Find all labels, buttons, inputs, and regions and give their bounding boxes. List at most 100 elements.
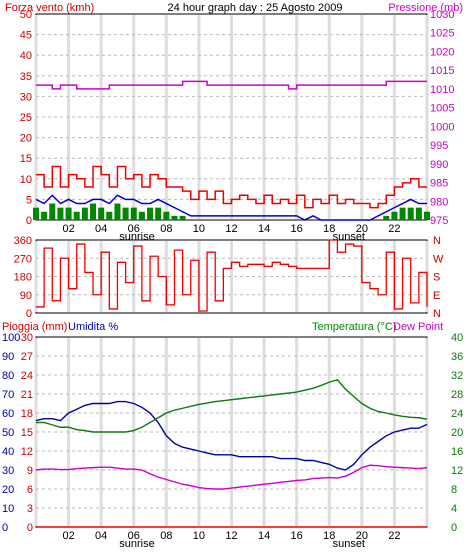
wind-green-bar-18 [179, 215, 186, 220]
chart-layer: 0510152025303540455097598098599099510001… [2, 9, 463, 550]
wind-panel-xtick-18: 18 [323, 223, 335, 235]
wind-green-bar-48 [424, 211, 430, 220]
wind-green-bar-44 [391, 211, 398, 220]
humidity-ytick-80: 80 [2, 370, 14, 382]
temperature-line [36, 378, 428, 433]
humidity-title: Umidita % [68, 321, 118, 333]
pressure-title: Pressione (mb) [388, 2, 463, 14]
humidity-ytick-50: 50 [2, 427, 14, 439]
wind-ytick-30: 30 [20, 91, 32, 103]
temp-ytick-16: 16 [451, 446, 463, 458]
wind-ytick-0: 0 [26, 215, 32, 227]
climate-panel-xtick-06: 06 [128, 530, 140, 542]
direction-ytick-90: 90 [20, 290, 32, 302]
humidity-line [35, 400, 428, 471]
rain-ytick-24: 24 [21, 370, 33, 382]
climate-panel-xtick-08: 08 [160, 530, 172, 542]
rain-ytick-15: 15 [21, 427, 33, 439]
direction-compass-4: N [433, 235, 441, 247]
humidity-ytick-30: 30 [2, 465, 14, 477]
wind-green-bar-13 [138, 211, 145, 220]
wind-green-bar-2 [49, 203, 56, 220]
rain-ytick-18: 18 [21, 408, 33, 420]
wind-panel-xtick-08: 08 [160, 223, 172, 235]
wind-ytick-35: 35 [20, 71, 32, 83]
wind-panel-xtick-14: 14 [258, 223, 270, 235]
temp-ytick-20: 20 [451, 427, 463, 439]
climate-panel-xtick-22: 22 [388, 530, 400, 542]
humidity-ytick-70: 70 [2, 389, 14, 401]
climate-panel-xtick-02: 02 [62, 530, 74, 542]
pressure-ytick-980: 980 [430, 196, 448, 208]
pressure-ytick-1015: 1015 [430, 65, 454, 77]
temp-ytick-36: 36 [451, 351, 463, 363]
direction-ytick-180: 180 [14, 272, 32, 284]
pressure-ytick-975: 975 [430, 215, 448, 227]
humidity-ytick-100: 100 [2, 332, 20, 344]
pressure-ytick-1020: 1020 [430, 46, 454, 58]
humidity-ytick-90: 90 [2, 351, 14, 363]
wind-ytick-15: 15 [20, 153, 32, 165]
wind-ytick-5: 5 [26, 194, 32, 206]
direction-ytick-270: 270 [14, 253, 32, 265]
wind-gust-line [36, 165, 427, 209]
wind-green-bar-6 [81, 207, 88, 220]
humidity-ytick-20: 20 [2, 484, 14, 496]
wind-green-bar-10 [114, 203, 121, 220]
wind-green-bar-43 [383, 215, 390, 220]
wind-green-bar-17 [171, 215, 178, 220]
rain-ytick-0: 0 [27, 522, 33, 534]
rain-ytick-27: 27 [21, 351, 33, 363]
wind-green-bar-47 [415, 207, 422, 220]
wind-panel-xtick-10: 10 [193, 223, 205, 235]
graph-title: 24 hour graph day : 25 Agosto 2009 [168, 2, 343, 14]
direction-compass-1: E [433, 290, 440, 302]
temp-ytick-28: 28 [451, 389, 463, 401]
wind-green-bar-5 [73, 211, 80, 220]
direction-compass-2: S [433, 272, 440, 284]
humidity-ytick-60: 60 [2, 408, 14, 420]
pressure-ytick-1030: 1030 [430, 9, 454, 21]
direction-ytick-0: 0 [26, 308, 32, 320]
rain-ytick-6: 6 [27, 484, 33, 496]
rain-title: Pioggia (mm) [2, 321, 67, 333]
temp-ytick-0: 0 [451, 522, 457, 534]
pressure-ytick-995: 995 [430, 140, 448, 152]
climate-panel-xtick-18: 18 [323, 530, 335, 542]
wind-panel-xtick-02: 02 [62, 223, 74, 235]
dewpoint-line [35, 464, 428, 490]
rain-ytick-21: 21 [21, 389, 33, 401]
climate-panel-xtick-04: 04 [95, 530, 107, 542]
wind-ytick-45: 45 [20, 30, 32, 42]
pressure-ytick-1005: 1005 [430, 103, 454, 115]
pressure-line [36, 80, 427, 90]
wind-green-bar-3 [57, 207, 64, 220]
pressure-ytick-1010: 1010 [430, 84, 454, 96]
dewpoint-title: Dew Point [393, 321, 443, 333]
climate-panel-xtick-20: 20 [356, 530, 368, 542]
wind-green-bar-14 [147, 207, 154, 220]
wind-panel-xtick-06: 06 [128, 223, 140, 235]
wind-speed-title: Forza vento (kmh) [5, 2, 94, 14]
humidity-ytick-0: 0 [2, 522, 8, 534]
wind-panel-xtick-16: 16 [291, 223, 303, 235]
wind-green-bar-8 [98, 207, 105, 220]
wind-avg-line [35, 194, 427, 221]
wind-ytick-40: 40 [20, 50, 32, 62]
rain-ytick-3: 3 [27, 503, 33, 515]
wind-panel-xtick-22: 22 [388, 223, 400, 235]
temp-ytick-32: 32 [451, 370, 463, 382]
direction-compass-3: W [433, 253, 444, 265]
wind-green-bar-12 [130, 207, 137, 220]
direction-ytick-360: 360 [14, 235, 32, 247]
temp-ytick-24: 24 [451, 408, 463, 420]
wind-green-bar-9 [106, 211, 113, 220]
climate-panel-sunrise-label: sunrise [119, 538, 154, 550]
pressure-ytick-985: 985 [430, 178, 448, 190]
wind-green-bar-11 [122, 207, 129, 220]
wind-panel-xtick-12: 12 [225, 223, 237, 235]
wind-green-bar-15 [155, 207, 162, 220]
wind-green-bar-45 [399, 207, 406, 220]
rain-ytick-12: 12 [21, 446, 33, 458]
